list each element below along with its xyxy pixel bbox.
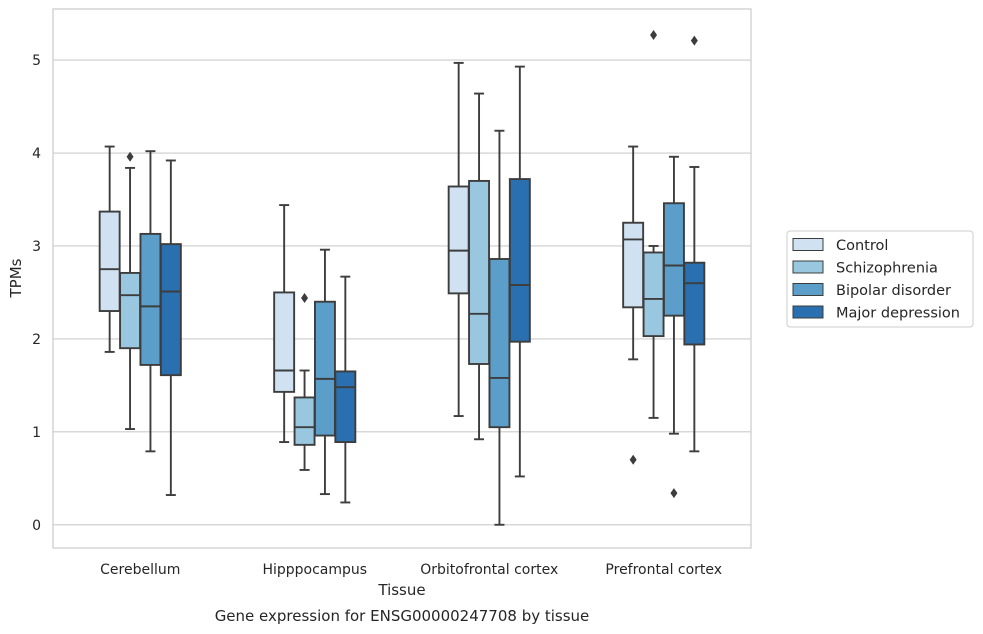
y-axis-label: TPMs	[7, 258, 25, 298]
legend-item: Control	[792, 238, 888, 254]
legend-item: Bipolar disorder	[792, 283, 951, 299]
outlier-point	[301, 293, 309, 304]
outlier-point	[629, 454, 637, 465]
box-iqr	[447, 185, 470, 295]
x-axis-ticks: Cerebellum Hipppocampus Orbitofrontal cort…	[100, 562, 722, 578]
legend-item: Schizophrenia	[792, 260, 938, 277]
y-tick-label: 4	[32, 146, 41, 162]
legend-swatch	[792, 260, 824, 274]
box-iqr	[139, 232, 162, 366]
box-3-0	[622, 145, 645, 465]
box-iqr	[334, 370, 357, 444]
box-1-3	[334, 275, 357, 504]
legend-frame	[786, 230, 974, 328]
box-iqr	[663, 202, 685, 317]
x-tick-label: Prefrontal cortex	[605, 562, 722, 578]
legend: Control Schizophrenia Bipolar disorder Majo…	[786, 230, 974, 328]
legend-swatch	[792, 283, 824, 296]
y-tick-label: 1	[32, 425, 41, 441]
outlier-point	[126, 151, 134, 162]
box-iqr	[273, 291, 296, 393]
box-1-0	[273, 204, 296, 444]
box-iqr	[159, 243, 182, 377]
x-axis-label: Tissue	[377, 581, 425, 599]
box-2-3	[508, 65, 531, 478]
box-2-1	[468, 92, 490, 441]
y-tick-label: 0	[32, 518, 41, 534]
box-iqr	[119, 271, 141, 350]
outlier-point	[670, 488, 678, 499]
y-tick-label: 5	[32, 53, 41, 69]
y-tick-label: 3	[32, 239, 41, 255]
x-tick-label: Hipppocampus	[262, 562, 367, 578]
box-0-2	[139, 150, 162, 453]
box-iqr	[683, 261, 706, 346]
x-tick-label: Orbitofrontal cortex	[420, 562, 558, 578]
box-2-2	[488, 129, 511, 526]
box-iqr	[622, 221, 645, 309]
box-3-3	[683, 35, 706, 453]
box-0-1	[119, 151, 141, 430]
box-iqr	[508, 178, 531, 343]
legend-swatch	[792, 238, 824, 251]
box-iqr	[98, 210, 121, 312]
plot-area-frame	[52, 8, 752, 549]
legend-label: Bipolar disorder	[836, 283, 951, 299]
legend-swatch	[792, 305, 824, 319]
legend-label: Schizophrenia	[836, 261, 938, 277]
outlier-point	[650, 30, 658, 41]
x-tick-label: Cerebellum	[100, 562, 180, 578]
box-2-0	[447, 61, 470, 417]
box-0-3	[159, 159, 182, 496]
legend-label: Major depression	[836, 306, 960, 322]
y-axis-ticks: 0 1 2 3 4 5	[32, 53, 41, 534]
y-tick-label: 2	[32, 332, 41, 348]
box-iqr	[293, 396, 316, 446]
legend-label: Control	[836, 238, 888, 254]
box-iqr	[642, 251, 665, 338]
box-3-1	[642, 30, 665, 419]
legend-item: Major depression	[792, 305, 960, 322]
box-iqr	[314, 300, 336, 437]
box-1-2	[314, 248, 336, 496]
outlier-point	[690, 35, 698, 46]
box-3-2	[663, 155, 685, 499]
box-iqr	[488, 258, 511, 429]
chart-caption: Gene expression for ENSG00000247708 by t…	[215, 607, 590, 625]
box-0-0	[98, 145, 121, 353]
box-1-1	[293, 293, 316, 471]
boxes	[98, 30, 706, 526]
box-iqr	[468, 179, 490, 365]
